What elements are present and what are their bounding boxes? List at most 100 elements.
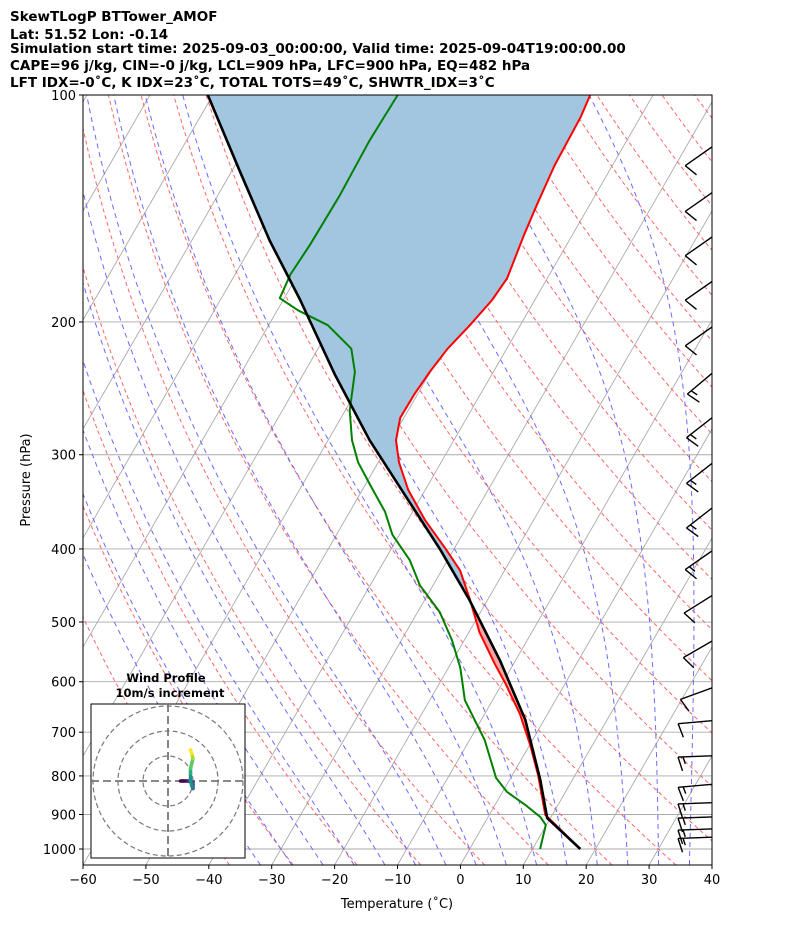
wind-barb	[684, 326, 712, 356]
barb-staff	[683, 640, 712, 659]
y-tick-label: 800	[51, 770, 76, 785]
isotherm-line	[334, 210, 712, 865]
barb-staff	[684, 146, 712, 167]
wind-barb	[683, 594, 712, 624]
y-axis-label: Pressure (hPa)	[19, 433, 34, 526]
dry-adiabat	[563, 95, 712, 296]
temperature-line	[395, 95, 592, 850]
barb-full-feather	[677, 756, 684, 772]
barb-full-feather	[684, 299, 697, 310]
barb-half-feather	[682, 756, 686, 765]
barb-half-feather	[690, 434, 697, 440]
y-tick-label: 400	[51, 543, 76, 558]
indices-line-2: LFT IDX=-0˚C, K IDX=23˚C, TOTAL TOTS=49˚…	[10, 74, 495, 91]
indices-line-1: CAPE=96 j/kg, CIN=-0 j/kg, LCL=909 hPa, …	[10, 58, 530, 74]
dry-adiabat	[270, 95, 712, 734]
barb-staff	[686, 462, 712, 484]
moist-adiabat	[83, 280, 386, 865]
wind-barb	[684, 280, 712, 310]
barb-full-feather	[686, 482, 699, 493]
dry-adiabat	[140, 95, 613, 865]
moist-adiabat	[459, 95, 660, 865]
y-tick-label: 200	[51, 316, 76, 331]
dewpoint-line	[278, 95, 547, 850]
y-tick-label: 300	[51, 449, 76, 464]
dry-adiabat	[368, 95, 712, 581]
barb-half-feather	[682, 829, 686, 838]
moist-adiabat	[86, 95, 447, 865]
isotherm-line	[83, 95, 214, 321]
isotherm-line	[585, 646, 712, 865]
isotherm-line	[522, 537, 712, 865]
barb-staff	[678, 783, 712, 788]
barb-full-feather	[677, 723, 685, 738]
isotherm-line	[711, 864, 712, 865]
wind-barb	[682, 640, 712, 669]
x-axis-label: Temperature (˚C)	[340, 896, 453, 912]
isotherm-line	[271, 101, 712, 865]
barb-staff	[684, 280, 712, 301]
y-tick-label: 900	[51, 808, 76, 823]
barb-full-feather	[677, 829, 684, 845]
dry-adiabat	[83, 388, 358, 865]
barb-half-feather	[682, 838, 686, 846]
x-tick-label: 40	[704, 873, 721, 888]
wind-barb	[686, 507, 712, 538]
moist-adiabat	[285, 95, 598, 865]
wind-barb	[677, 783, 712, 802]
barb-staff	[677, 836, 712, 840]
x-tick-label: −10	[384, 873, 411, 888]
y-tick-label: 500	[51, 616, 76, 631]
background-lines	[83, 95, 746, 865]
dry-adiabat	[498, 95, 712, 388]
barb-full-feather	[684, 165, 697, 176]
barb-full-feather	[686, 527, 699, 538]
hodograph-inset: Wind Profile 10m/s increment	[90, 671, 246, 859]
wind-barb	[684, 191, 712, 222]
dry-adiabat	[335, 95, 712, 631]
cape-cin-shading	[207, 95, 591, 818]
barb-half-feather	[690, 524, 697, 530]
y-tick-label: 1000	[43, 843, 76, 858]
dry-adiabat	[596, 95, 712, 251]
dry-adiabat	[303, 95, 712, 682]
wind-barb	[686, 462, 712, 493]
moist-adiabat	[720, 95, 746, 865]
barb-full-feather	[684, 569, 697, 580]
dry-adiabat	[83, 265, 422, 865]
barb-staff	[677, 816, 712, 819]
barb-staff	[684, 326, 712, 347]
hodograph-subtitle: 10m/s increment	[116, 686, 225, 700]
barb-full-feather	[684, 255, 697, 266]
axis-ticks: −60 −50 −40 −30 −20 −10 0 10 20 30 40 100 200 300 400 5…	[43, 89, 720, 888]
wind-barb	[677, 828, 712, 845]
barb-staff	[683, 594, 712, 614]
barb-staff	[686, 372, 712, 395]
x-tick-label: −40	[195, 873, 222, 888]
barb-staff	[684, 236, 712, 257]
barb-half-feather	[682, 803, 686, 811]
barb-full-feather	[677, 838, 684, 853]
isotherm-line	[83, 95, 88, 103]
hodograph-title: Wind Profile	[126, 671, 206, 685]
dry-adiabat	[83, 126, 485, 865]
barb-full-feather	[679, 698, 690, 712]
wind-barb	[677, 836, 712, 853]
dry-adiabat	[173, 95, 677, 865]
barb-half-feather	[690, 390, 698, 396]
x-tick-label: 20	[578, 873, 595, 888]
moist-adiabat	[360, 95, 629, 865]
barb-half-feather	[682, 786, 687, 794]
dry-adiabat	[694, 95, 712, 119]
wind-barb	[677, 720, 712, 738]
barb-full-feather	[684, 345, 697, 356]
moist-adiabat	[113, 95, 477, 865]
chart-title: SkewTLogP BTTower_AMOF	[10, 9, 217, 25]
time-line: Simulation start time: 2025-09-03_00:00:…	[10, 41, 626, 57]
moist-adiabat	[182, 95, 538, 865]
barb-staff	[677, 755, 712, 758]
barb-half-feather	[682, 817, 686, 826]
x-tick-label: 30	[641, 873, 658, 888]
wind-barb	[684, 549, 712, 580]
